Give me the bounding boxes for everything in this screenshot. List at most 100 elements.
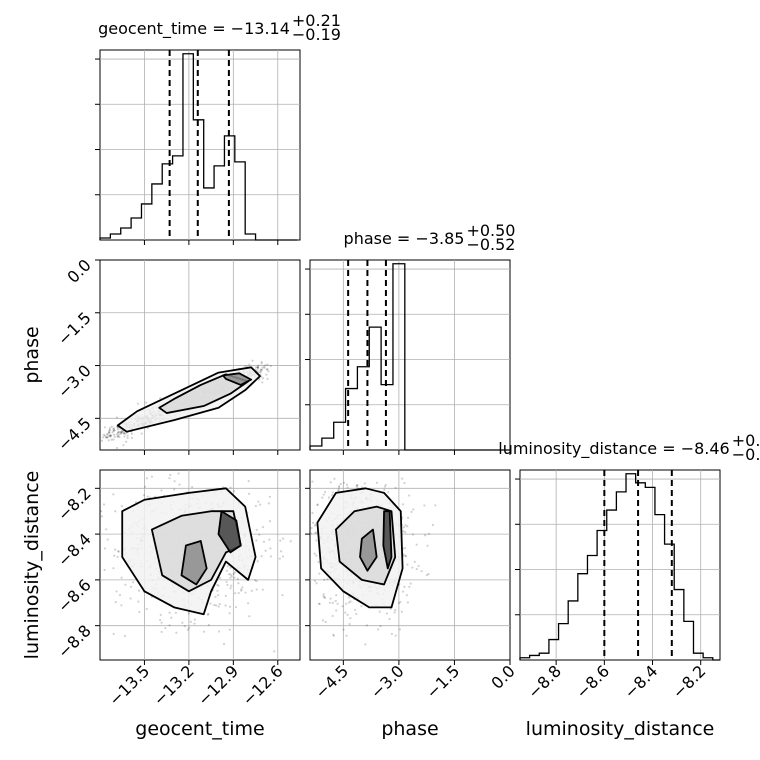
scatter-point	[112, 427, 116, 430]
scatter-point	[427, 572, 430, 576]
scatter-point	[118, 435, 121, 439]
scatter-point	[323, 596, 326, 599]
scatter-point	[193, 618, 196, 621]
scatter-point	[122, 431, 125, 434]
scatter-point	[310, 532, 313, 535]
scatter-point	[108, 426, 112, 430]
contour-line	[382, 510, 393, 570]
scatter-point	[173, 480, 176, 483]
scatter-point	[402, 530, 405, 533]
scatter-point	[237, 582, 240, 585]
scatter-point	[331, 601, 334, 604]
scatter-point	[225, 580, 228, 583]
hist-luminosity_distance: −8.8 −8.6 −8.4 −8.2 luminosity_distance = −8…	[498, 431, 760, 702]
scatter-point	[217, 605, 220, 608]
scatter-point	[103, 434, 106, 437]
scatter-point	[404, 531, 407, 534]
scatter-point	[273, 650, 276, 653]
scatter-point	[244, 364, 247, 368]
scatter-point	[251, 359, 254, 362]
scatter-point	[229, 566, 232, 569]
scatter-point	[175, 631, 178, 634]
scatter-point	[261, 381, 264, 384]
scatter-point	[427, 532, 430, 535]
panel-title-plus: +0.50	[466, 221, 515, 240]
scatter-point	[187, 612, 190, 615]
scatter-point	[233, 490, 236, 493]
scatter-point	[256, 366, 260, 369]
scatter-point	[278, 557, 281, 560]
scatter-point	[337, 486, 341, 489]
scatter-point	[229, 573, 232, 576]
scatter-point	[379, 624, 382, 628]
y-tick-label: −8.2	[54, 484, 95, 525]
scatter-point	[226, 565, 229, 568]
panel-title-minus: −0.14	[732, 445, 760, 464]
scatter-point	[317, 560, 320, 564]
scatter-point	[112, 438, 115, 441]
scatter-point	[117, 549, 120, 553]
scatter-point	[225, 569, 228, 572]
scatter-point	[383, 485, 387, 488]
scatter-point	[105, 528, 108, 531]
scatter-point	[174, 611, 177, 615]
y-tick-label: −4.5	[54, 414, 95, 455]
scatter-point	[103, 426, 107, 429]
scatter-point	[183, 625, 186, 628]
scatter-point	[342, 628, 345, 631]
scatter-point	[345, 602, 348, 605]
scatter-point	[102, 433, 105, 437]
scatter-point	[105, 436, 108, 439]
x-tick-label: −8.4	[620, 661, 661, 702]
scatter-point	[281, 555, 285, 558]
scatter-point	[164, 626, 167, 630]
scatter-point	[378, 610, 381, 613]
scatter-point	[355, 612, 358, 615]
scatter-point	[169, 473, 172, 476]
scatter-point	[344, 611, 347, 614]
scatter-point	[259, 503, 262, 506]
scatter-point	[398, 628, 401, 631]
scatter-point	[347, 601, 351, 604]
scatter-point	[234, 606, 238, 609]
scatter-point	[111, 431, 114, 434]
scatter-point	[160, 489, 163, 492]
scatter-point	[100, 439, 104, 442]
x-axis-label: luminosity_distance	[526, 718, 715, 740]
scatter-point	[123, 435, 126, 438]
scatter-point	[144, 401, 148, 404]
scatter-point	[256, 366, 259, 369]
scatter-point	[226, 583, 229, 586]
contour-line	[222, 372, 253, 386]
x-tick-label: −12.9	[194, 661, 242, 709]
scatter-point	[420, 570, 423, 573]
scatter-point	[124, 583, 127, 586]
scatter-point	[402, 526, 405, 529]
scatter-point	[216, 594, 220, 597]
scatter-point	[348, 623, 351, 626]
scatter-point	[266, 363, 269, 366]
hist-phase: phase = −3.85 +0.50−0.52	[305, 221, 515, 455]
scatter-ld-vs-geocent_time: −13.5−13.2−12.9−12.6 −8.8 −8.6 −8.4−8.2	[54, 469, 301, 709]
scatter-point	[109, 434, 112, 437]
scatter-point	[136, 402, 139, 405]
y-tick-label: 0.0	[63, 255, 94, 286]
scatter-point	[322, 595, 325, 598]
scatter-point	[346, 486, 349, 489]
scatter-point	[346, 613, 349, 616]
scatter-point	[406, 525, 409, 528]
scatter-point	[266, 367, 269, 371]
scatter-point	[113, 429, 116, 432]
scatter-point	[214, 595, 217, 599]
scatter-point	[118, 430, 121, 434]
x-axis-label: geocent_time	[135, 718, 264, 740]
scatter-point	[311, 511, 314, 515]
scatter-point	[390, 632, 394, 636]
scatter-point	[236, 577, 239, 580]
scatter-point	[264, 364, 267, 367]
scatter-point	[314, 531, 317, 535]
scatter-point	[431, 523, 434, 527]
panel-title-minus: −0.19	[292, 25, 341, 44]
scatter-point	[313, 524, 317, 527]
scatter-point	[399, 600, 402, 604]
